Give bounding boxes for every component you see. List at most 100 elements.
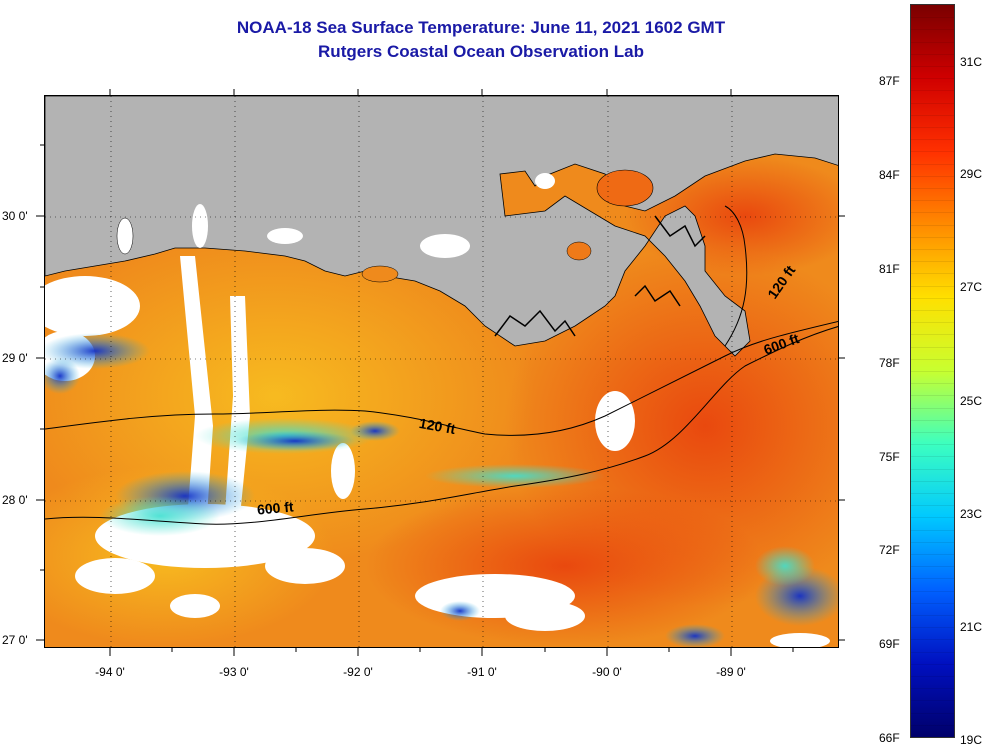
colorbar-band-divider xyxy=(911,688,954,690)
colorbar-band-divider xyxy=(911,151,954,153)
map-gridlines xyxy=(45,96,838,647)
colorbar-band-divider xyxy=(911,407,954,409)
cool-water xyxy=(350,421,400,441)
inland-cloud xyxy=(420,234,470,258)
colorbar-band-divider xyxy=(911,651,954,653)
cloud-patch xyxy=(505,601,585,631)
colorbar-celsius-label: 31C xyxy=(960,55,983,69)
delta-edge xyxy=(494,309,576,337)
cloud-band xyxy=(225,296,250,516)
longitude-label: -89 0' xyxy=(716,665,746,679)
cloud-patch xyxy=(595,391,635,451)
cloud-patch xyxy=(170,594,220,618)
cool-water xyxy=(45,333,150,369)
colorbar-fahrenheit-label: 84F xyxy=(879,168,900,182)
colorbar-band-divider xyxy=(911,529,954,531)
colorbar-band-divider xyxy=(911,297,954,299)
colorbar-band-divider xyxy=(911,444,954,446)
colorbar-band-divider xyxy=(911,261,954,263)
longitude-label: -90 0' xyxy=(592,665,622,679)
colorbar-band-divider xyxy=(911,175,954,177)
colorbar-band-divider xyxy=(911,310,954,311)
colorbar-band-divider xyxy=(911,480,954,482)
cool-water xyxy=(45,358,80,394)
sst-map[interactable]: 120 ft 600 ft 120 ft 600 ft xyxy=(44,95,839,648)
colorbar-celsius-label: 29C xyxy=(960,167,983,181)
colorbar-celsius-label: 23C xyxy=(960,507,983,521)
colorbar-band-divider xyxy=(911,700,954,702)
inland-cloud xyxy=(192,204,208,248)
colorbar-band-divider xyxy=(911,493,954,494)
colorbar-band-divider xyxy=(911,468,954,470)
colorbar-band-divider xyxy=(911,224,954,226)
colorbar-band-divider xyxy=(911,712,954,714)
delta-edge xyxy=(654,215,706,248)
colorbar-band-divider xyxy=(911,602,954,604)
colorbar-band-divider xyxy=(911,663,954,665)
chart-subtitle: Rutgers Coastal Ocean Observation Lab xyxy=(318,42,644,61)
colorbar-fahrenheit-label: 66F xyxy=(879,731,900,745)
delta-edge xyxy=(634,284,681,307)
colorbar-band-divider xyxy=(911,456,954,458)
longitude-label: -94 0' xyxy=(95,665,125,679)
colorbar-band-divider xyxy=(911,505,954,507)
colorbar-band-divider xyxy=(911,627,954,629)
contour-120ft xyxy=(45,320,838,436)
colorbar-fahrenheit-label: 81F xyxy=(879,262,900,276)
cool-water xyxy=(235,431,355,451)
colorbar-band-divider xyxy=(911,676,954,677)
colorbar-fahrenheit-label: 78F xyxy=(879,356,900,370)
calcasieu-lake xyxy=(116,217,134,255)
longitude-label: -91 0' xyxy=(467,665,497,679)
colorbar-band-divider xyxy=(911,66,954,67)
contour-120ft-east xyxy=(724,205,748,347)
lake-maurepas xyxy=(566,241,592,261)
coastal-bay xyxy=(361,265,399,283)
sst-map-svg xyxy=(45,96,838,647)
colorbar-band-divider xyxy=(911,212,954,214)
cool-water xyxy=(755,546,815,586)
colorbar-band-divider xyxy=(911,188,954,189)
colorbar-band-divider xyxy=(911,236,954,238)
colorbar-band-divider xyxy=(911,541,954,543)
colorbar-band-divider xyxy=(911,249,954,250)
colorbar-band-divider xyxy=(911,554,954,555)
colorbar-celsius-label: 21C xyxy=(960,620,983,634)
cool-water xyxy=(425,464,605,488)
colorbar-band-divider xyxy=(911,29,954,31)
latitude-label: 27 0' xyxy=(2,633,28,647)
colorbar-celsius-label: 19C xyxy=(960,733,983,747)
colorbar-celsius-label: 25C xyxy=(960,394,983,408)
colorbar-band-divider xyxy=(911,639,954,641)
colorbar-band-divider xyxy=(911,114,954,116)
colorbar-band-divider xyxy=(911,432,954,433)
cool-water xyxy=(100,496,220,536)
colorbar-band-divider xyxy=(911,285,954,287)
longitude-label: -93 0' xyxy=(219,665,249,679)
colorbar-celsius-label: 27C xyxy=(960,280,983,294)
colorbar-band-divider xyxy=(911,163,954,165)
colorbar-band-divider xyxy=(911,383,954,385)
colorbar-band-divider xyxy=(911,590,954,592)
colorbar-band-divider xyxy=(911,102,954,104)
colorbar-band-divider xyxy=(911,200,954,202)
colorbar-band-divider xyxy=(911,322,954,324)
colorbar-band-divider xyxy=(911,615,954,616)
colorbar-fahrenheit-label: 87F xyxy=(879,74,900,88)
cloud-patch xyxy=(331,443,355,499)
colorbar-fahrenheit-label: 75F xyxy=(879,450,900,464)
colorbar-band-divider xyxy=(911,371,954,372)
latitude-label: 28 0' xyxy=(2,493,28,507)
colorbar-band-divider xyxy=(911,419,954,421)
temperature-colorbar xyxy=(910,4,955,738)
colorbar-band-divider xyxy=(911,139,954,141)
colorbar-band-divider xyxy=(911,578,954,580)
colorbar-band-divider xyxy=(911,127,954,128)
colorbar-band-divider xyxy=(911,90,954,92)
colorbar-band-divider xyxy=(911,395,954,397)
colorbar-band-divider xyxy=(911,78,954,80)
colorbar-band-divider xyxy=(911,346,954,348)
cloud-patch xyxy=(265,548,345,584)
contour-label: 600 ft xyxy=(256,498,295,518)
colorbar-band-divider xyxy=(911,358,954,360)
